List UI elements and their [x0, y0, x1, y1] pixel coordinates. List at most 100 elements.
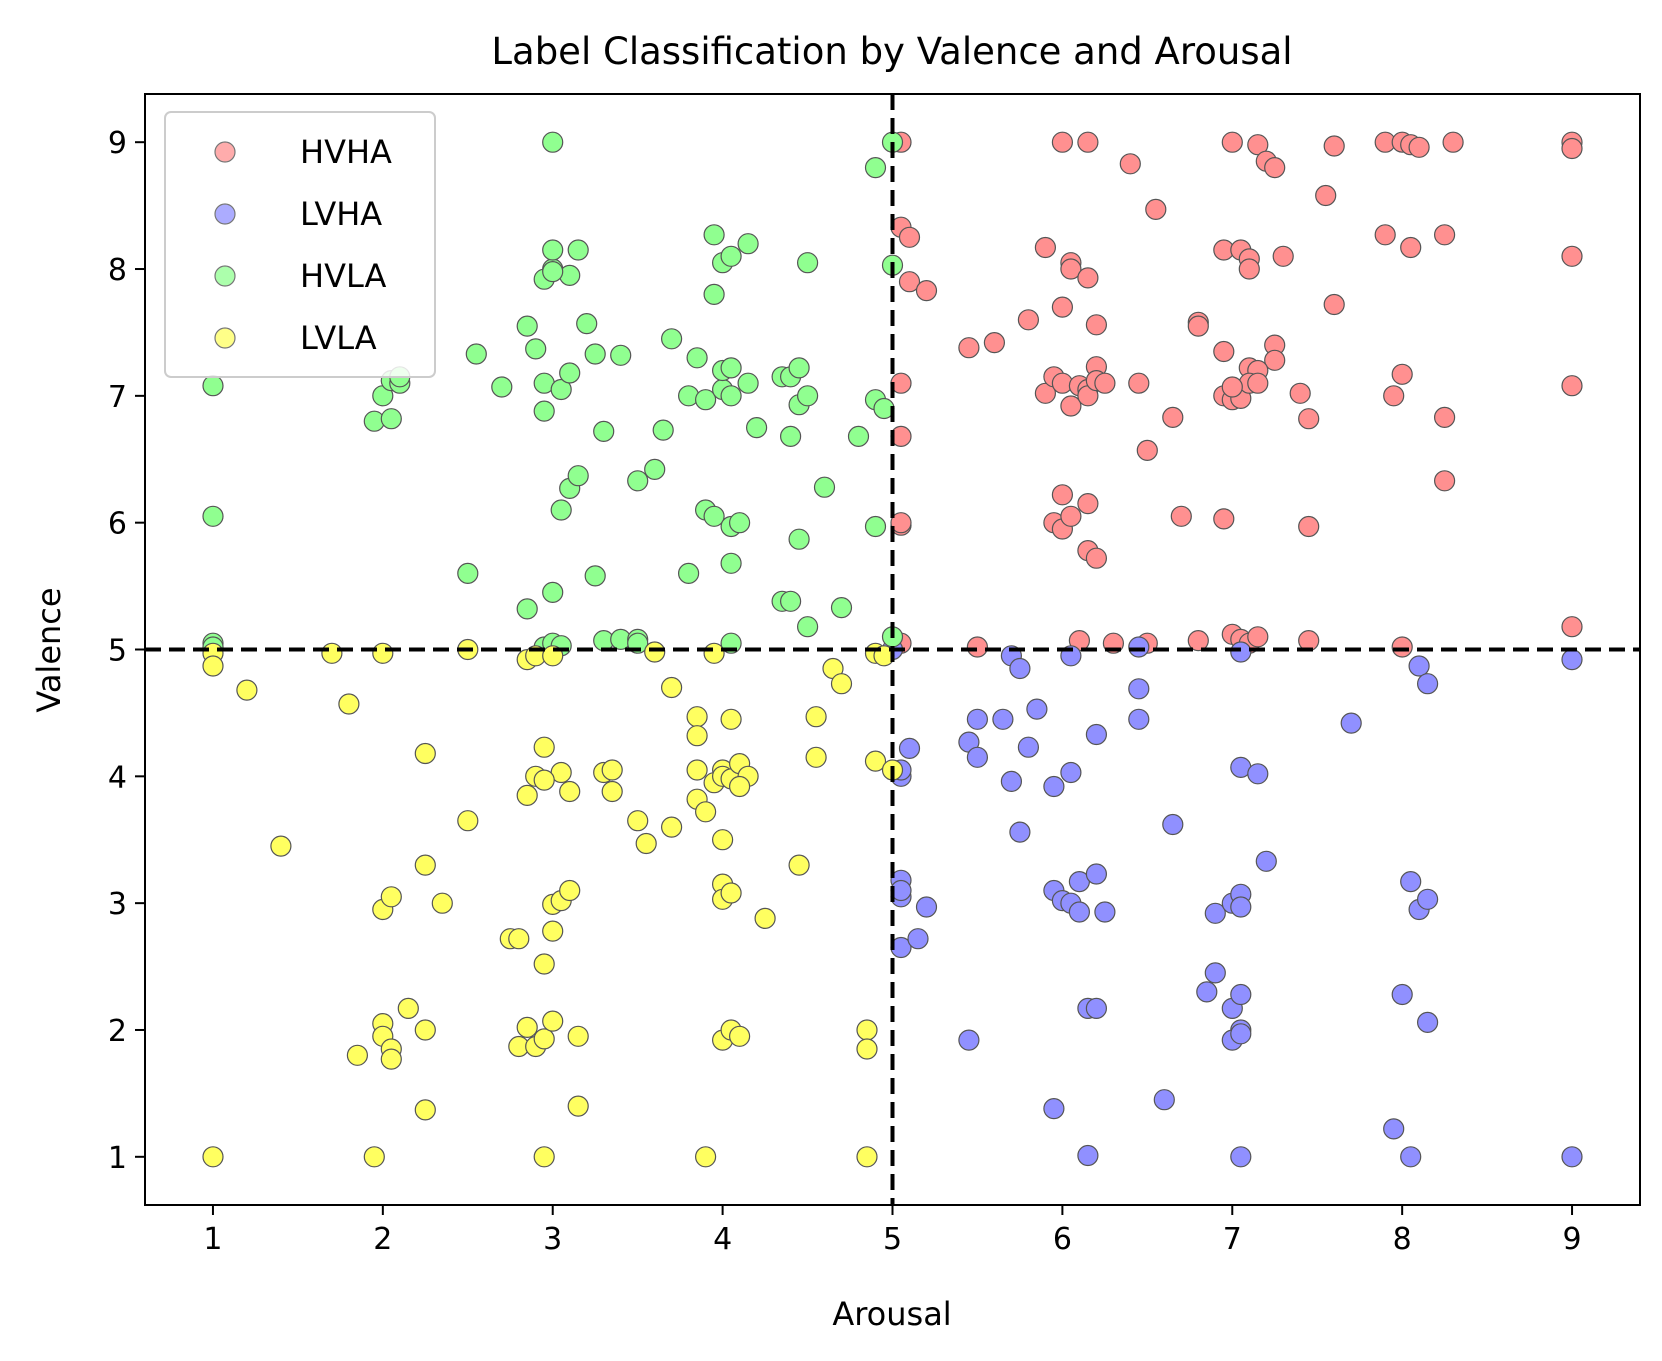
- data-point: [1128, 372, 1150, 394]
- data-point: [567, 465, 589, 487]
- data-point: [1230, 1023, 1252, 1045]
- data-point: [1094, 901, 1116, 923]
- data-point: [1400, 1146, 1422, 1168]
- data-point: [1043, 775, 1065, 798]
- data-point: [966, 746, 989, 768]
- data-point: [516, 1016, 538, 1039]
- y-tick-label: 4: [108, 760, 127, 795]
- data-point: [1230, 983, 1252, 1006]
- data-point: [1094, 372, 1116, 394]
- data-point: [559, 780, 581, 803]
- data-point: [627, 810, 649, 832]
- data-point: [508, 928, 530, 950]
- data-point: [677, 562, 700, 585]
- x-axis-ticks: 1 2 3 4 5 6 7 8 9: [203, 1205, 1582, 1257]
- data-point: [686, 759, 708, 781]
- data-point: [1400, 870, 1422, 893]
- data-point: [720, 385, 742, 407]
- data-point: [864, 157, 887, 179]
- data-point: [652, 419, 674, 441]
- data-point: [363, 1146, 385, 1168]
- y-tick-label: 5: [108, 634, 127, 669]
- data-point: [992, 708, 1014, 730]
- data-point: [1170, 505, 1192, 527]
- data-point: [1433, 224, 1456, 246]
- x-tick-label: 9: [1562, 1222, 1581, 1257]
- legend: HVHA LVHA HVLA LVLA: [164, 111, 436, 378]
- data-point: [686, 347, 708, 369]
- data-point: [779, 590, 802, 612]
- data-point: [856, 1038, 878, 1060]
- data-point: [1060, 258, 1082, 280]
- data-point: [1247, 763, 1269, 785]
- data-point: [516, 784, 538, 807]
- y-tick-label: 6: [108, 507, 127, 542]
- data-point: [1442, 131, 1464, 153]
- data-point: [1051, 484, 1074, 506]
- data-point: [1383, 1118, 1405, 1140]
- data-point: [1433, 406, 1456, 428]
- data-point: [1128, 636, 1150, 658]
- data-point: [720, 245, 742, 267]
- series-lvla: [202, 638, 904, 1168]
- data-point: [559, 362, 581, 384]
- legend-box: [164, 111, 436, 378]
- data-point: [1128, 678, 1150, 700]
- data-point: [414, 1099, 436, 1121]
- data-point: [644, 458, 666, 480]
- data-point: [202, 505, 224, 527]
- data-point: [380, 886, 402, 908]
- data-point: [915, 280, 938, 302]
- data-point: [720, 552, 742, 574]
- data-point: [1187, 629, 1209, 652]
- legend-label: LVHA: [300, 195, 382, 233]
- x-axis-label: Arousal: [832, 1295, 951, 1333]
- data-point: [1000, 770, 1023, 793]
- data-point: [516, 315, 538, 337]
- y-tick-label: 7: [108, 380, 127, 415]
- data-point: [1085, 997, 1108, 1020]
- data-point: [1085, 547, 1108, 569]
- data-point: [202, 1146, 224, 1168]
- data-point: [1383, 385, 1405, 407]
- data-point: [550, 499, 572, 521]
- y-axis-ticks: 1 2 3 4 5 6 7 8 9: [108, 126, 145, 1176]
- data-point: [1561, 375, 1583, 397]
- data-point: [898, 226, 921, 248]
- data-point: [1374, 224, 1396, 246]
- data-point: [720, 882, 742, 904]
- data-point: [864, 750, 887, 772]
- data-point: [431, 892, 453, 914]
- data-point: [796, 616, 819, 638]
- data-point: [1289, 382, 1311, 404]
- data-point: [542, 261, 564, 283]
- data-point: [380, 408, 402, 430]
- data-point: [1408, 655, 1430, 677]
- data-point: [533, 1028, 555, 1050]
- data-point: [1561, 245, 1583, 267]
- data-point: [1077, 131, 1099, 153]
- data-point: [1213, 508, 1235, 530]
- x-tick-label: 4: [713, 1222, 732, 1257]
- data-point: [542, 131, 564, 153]
- legend-label: HVHA: [300, 133, 392, 171]
- chart-title: Label Classification by Valence and Arou…: [491, 30, 1292, 73]
- data-point: [372, 642, 394, 664]
- data-point: [559, 879, 581, 902]
- data-point: [1221, 131, 1243, 153]
- data-point: [1196, 981, 1218, 1003]
- data-point: [202, 375, 224, 397]
- data-point: [686, 725, 708, 747]
- data-point: [236, 679, 258, 701]
- data-point: [1561, 648, 1583, 671]
- data-point: [660, 328, 683, 350]
- data-point: [1085, 863, 1108, 885]
- data-point: [1085, 314, 1108, 336]
- data-point: [983, 332, 1006, 354]
- data-point: [1060, 761, 1082, 784]
- data-point: [1247, 626, 1269, 648]
- data-point: [567, 1025, 589, 1047]
- data-point: [1043, 1097, 1065, 1120]
- data-point: [660, 676, 683, 699]
